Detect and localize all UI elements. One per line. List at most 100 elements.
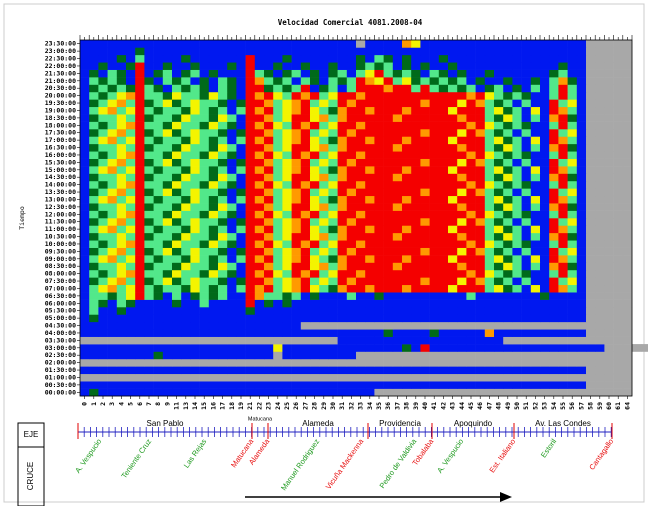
cell	[116, 47, 127, 56]
cell	[567, 240, 578, 248]
cell	[503, 307, 513, 315]
cell	[264, 203, 274, 211]
cell	[374, 232, 384, 241]
cell	[126, 180, 136, 189]
cell	[254, 210, 265, 219]
cell	[254, 91, 265, 100]
cell	[98, 166, 108, 174]
cell	[190, 336, 200, 345]
cell	[116, 314, 127, 323]
cell	[98, 299, 108, 308]
cell	[199, 218, 210, 226]
cell	[494, 314, 504, 323]
cell	[190, 373, 200, 382]
cell	[218, 188, 228, 197]
cell	[613, 91, 624, 100]
cell	[190, 121, 200, 130]
cell	[98, 292, 108, 300]
cell	[337, 40, 348, 48]
cell	[586, 277, 596, 286]
cell	[420, 262, 430, 271]
cell	[604, 381, 614, 389]
x-tick-label: 9	[163, 402, 171, 406]
x-tick-label: 54	[550, 402, 558, 410]
cell	[236, 188, 246, 197]
cell	[162, 262, 173, 271]
cell	[218, 307, 228, 315]
cell	[503, 321, 513, 330]
cell	[98, 269, 108, 278]
cell	[126, 247, 136, 256]
cell	[273, 62, 283, 70]
cell	[356, 69, 366, 78]
x-tick-label: 3	[108, 402, 116, 406]
cell	[337, 62, 348, 70]
cell	[126, 307, 136, 315]
cell	[300, 299, 311, 308]
cell	[356, 136, 366, 145]
cell	[549, 40, 559, 48]
x-tick-label: 43	[449, 402, 457, 410]
cell	[438, 218, 449, 226]
cell	[300, 284, 311, 293]
cell	[512, 136, 522, 145]
cell	[411, 351, 421, 360]
cell	[586, 84, 596, 93]
cell	[356, 180, 366, 189]
cell	[98, 136, 108, 145]
cell	[521, 314, 532, 323]
cell	[512, 203, 522, 211]
cell	[521, 69, 532, 78]
cell	[319, 240, 329, 248]
cell	[236, 373, 246, 382]
cell	[512, 173, 522, 182]
cell	[153, 129, 164, 137]
cell	[595, 366, 605, 375]
y-tick-label: 07:30:00	[45, 277, 76, 285]
cell	[162, 203, 173, 211]
cell	[328, 321, 338, 330]
cell	[346, 255, 357, 263]
cell	[218, 381, 228, 389]
cell	[567, 91, 578, 100]
cell	[264, 314, 274, 323]
cell	[576, 180, 587, 189]
cell	[116, 188, 127, 197]
cell	[107, 77, 118, 85]
cell	[576, 255, 587, 263]
cell	[411, 121, 421, 130]
cell	[181, 158, 191, 167]
cell	[503, 388, 513, 397]
cell	[264, 180, 274, 189]
cell	[374, 143, 384, 152]
y-tick-label: 05:00:00	[45, 314, 76, 322]
cell	[181, 173, 191, 182]
cell	[521, 299, 532, 308]
cell	[558, 255, 568, 263]
cell	[567, 84, 578, 93]
cell	[282, 114, 292, 122]
cell	[328, 373, 338, 382]
cell	[337, 351, 348, 360]
cell	[549, 136, 559, 145]
cell	[172, 180, 182, 189]
cell	[411, 188, 421, 197]
cell	[411, 292, 421, 300]
cell	[98, 129, 108, 137]
cell	[549, 180, 559, 189]
cell	[503, 240, 513, 248]
cell	[383, 77, 394, 85]
cell	[346, 373, 357, 382]
cell	[457, 240, 467, 248]
segment-label: Matucana	[248, 416, 273, 422]
cell	[116, 358, 127, 367]
cell	[484, 218, 495, 226]
cell	[190, 84, 200, 93]
cell	[135, 121, 145, 130]
cell	[310, 69, 320, 78]
cell	[80, 381, 90, 389]
cell	[172, 114, 182, 122]
cell	[448, 381, 458, 389]
cell	[273, 99, 283, 108]
cell	[181, 166, 191, 174]
